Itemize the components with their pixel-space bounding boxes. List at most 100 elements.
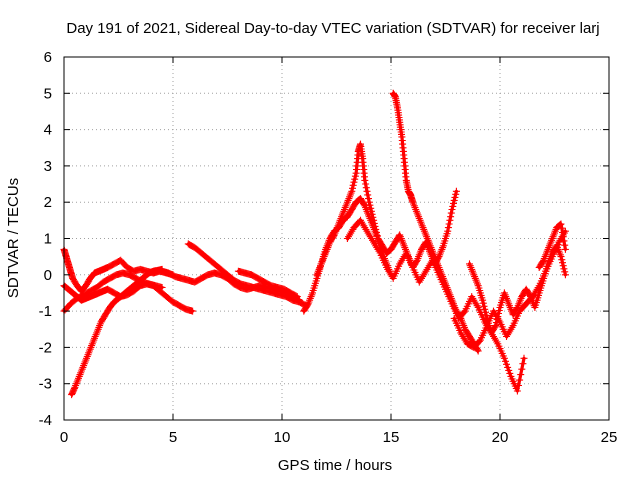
data-point-marker [452, 190, 460, 198]
y-tick-label: 6 [44, 49, 52, 66]
y-tick-label: -2 [39, 339, 52, 356]
data-point-marker [559, 233, 567, 241]
data-point-marker [373, 228, 380, 236]
series-sat-track-k [343, 216, 528, 395]
data-point-marker [365, 195, 372, 203]
data-point-marker [444, 227, 452, 235]
data-point-marker [444, 224, 452, 232]
data-point-marker [506, 369, 514, 377]
data-point-marker [448, 206, 456, 213]
y-axis-title: SDTVAR / TECUs [5, 178, 22, 298]
data-point-marker [492, 319, 500, 327]
y-tick-label: -1 [39, 303, 52, 320]
data-point-marker [481, 305, 489, 313]
data-point-marker [451, 193, 459, 201]
data-point-marker [445, 220, 453, 228]
data-point-marker [516, 376, 524, 384]
data-point-marker [460, 308, 468, 316]
data-point-marker [539, 258, 547, 265]
data-point-marker [560, 265, 568, 273]
data-point-marker [526, 291, 534, 299]
data-point-marker [362, 184, 370, 192]
data-point-marker [518, 365, 526, 373]
data-point-marker [158, 284, 166, 291]
data-point-marker [475, 337, 483, 345]
data-point-marker [517, 371, 525, 379]
series-sat-track-b [68, 265, 166, 399]
data-point-marker [360, 201, 368, 209]
series-sat-track-n [535, 220, 569, 271]
data-point-marker [370, 216, 378, 224]
data-point-marker [502, 357, 509, 365]
data-point-marker [558, 256, 566, 264]
data-point-marker [559, 229, 566, 236]
data-point-marker [364, 191, 372, 199]
data-point-marker [363, 187, 371, 195]
grid-lines [64, 57, 609, 420]
data-point-marker [303, 301, 311, 309]
x-tick-label: 0 [60, 429, 68, 446]
data-point-marker [559, 259, 566, 267]
data-point-marker [520, 354, 528, 362]
data-point-marker [450, 196, 458, 204]
x-tick-label: 10 [274, 429, 291, 446]
data-point-marker [474, 347, 482, 355]
data-point-marker [449, 202, 457, 210]
data-point-marker [351, 175, 359, 183]
data-point-marker [367, 207, 375, 215]
data-point-marker [495, 310, 502, 317]
data-point-marker [351, 172, 359, 180]
data-point-marker [482, 308, 489, 316]
data-point-marker [561, 241, 569, 249]
data-point-marker [330, 232, 338, 240]
data-point-marker [504, 363, 512, 371]
data-point-marker [557, 220, 565, 228]
y-tick-label: 3 [44, 158, 52, 175]
data-point-marker [479, 296, 487, 304]
data-series [60, 89, 569, 399]
data-point-marker [373, 232, 381, 239]
data-point-marker [292, 292, 300, 300]
y-tick-label: 5 [44, 85, 52, 102]
data-point-marker [479, 299, 487, 307]
data-point-marker [557, 253, 565, 261]
data-point-marker [412, 258, 420, 265]
data-point-marker [450, 199, 457, 207]
data-point-marker [482, 311, 490, 319]
y-tick-label: 2 [44, 194, 52, 211]
x-axis-title: GPS time / hours [278, 457, 392, 474]
data-point-marker [366, 201, 374, 209]
y-tick-label: -3 [39, 376, 52, 393]
data-point-marker [558, 224, 566, 232]
data-point-marker [492, 322, 500, 330]
series-sat-track-g [234, 267, 301, 301]
x-tick-label: 25 [601, 429, 618, 446]
data-point-marker [493, 316, 501, 324]
x-tick-label: 5 [169, 429, 177, 446]
data-point-marker [369, 213, 377, 221]
series-sat-track-m [466, 242, 569, 337]
data-point-marker [361, 176, 369, 184]
data-point-marker [474, 346, 481, 354]
data-point-marker [561, 268, 569, 276]
y-tick-label: 0 [44, 267, 52, 284]
data-point-marker [362, 180, 370, 188]
chart-title: Day 191 of 2021, Sidereal Day-to-day VTE… [66, 20, 599, 37]
data-point-marker [495, 307, 503, 314]
data-point-marker [368, 210, 376, 218]
data-point-marker [348, 187, 356, 195]
data-point-marker [503, 360, 510, 368]
data-point-marker [561, 271, 569, 279]
data-point-marker [491, 323, 499, 331]
data-point-marker [365, 198, 373, 206]
y-tick-label: 1 [44, 231, 52, 248]
data-point-marker [371, 222, 379, 230]
axis-ticks: 0 5 10 15 20 25 -4 -3 -2 -1 0 1 2 3 4 5 6 [39, 49, 618, 446]
data-point-marker [370, 219, 378, 227]
data-point-marker [293, 293, 301, 301]
data-point-marker [560, 237, 568, 245]
series-sat-track-d [60, 269, 166, 315]
data-point-marker [367, 204, 375, 212]
series-sat-track-f [184, 240, 310, 310]
